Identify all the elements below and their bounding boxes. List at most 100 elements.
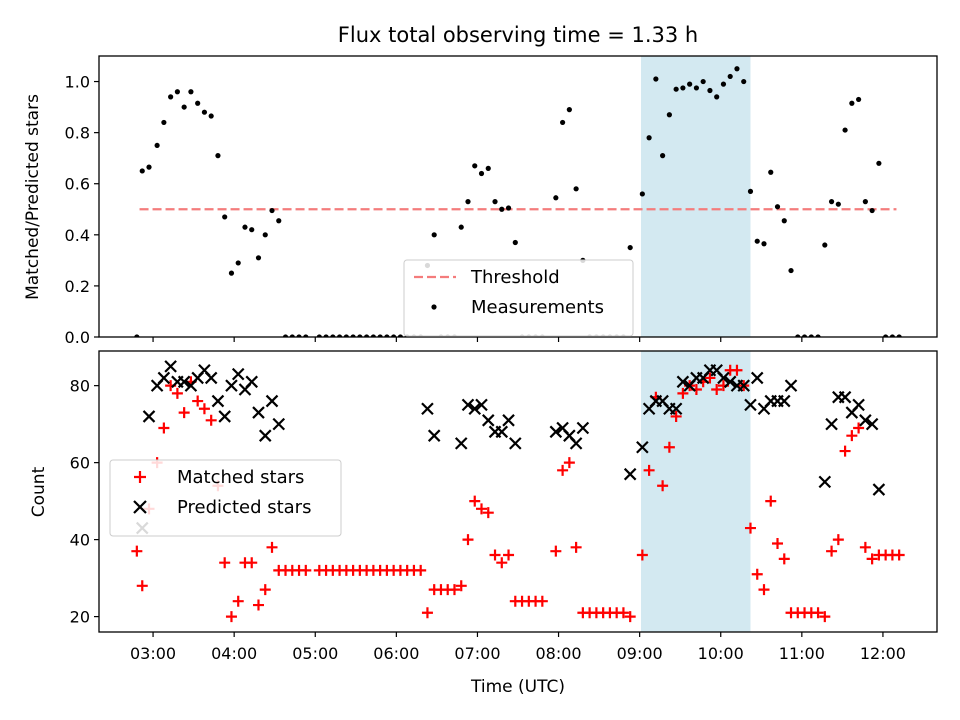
matched-stars-point [225,611,237,623]
measurement-point [700,78,706,85]
predicted-stars-point [177,375,191,389]
measurement-point [228,270,235,276]
y-axis-label-top: Matched/Predicted stars [23,94,43,300]
matched-stars-point [489,549,501,561]
x-axis-label: Time (UTC) [470,677,565,697]
matched-stars-point [246,557,258,569]
predicted-stars-point [509,437,522,450]
matched-stars-point [704,372,716,384]
measurement-point [154,142,160,149]
highlight-span [640,56,751,337]
measurement-point [646,135,652,141]
predicted-stars-point [468,402,482,416]
measurement-point [499,206,505,212]
measurement-point [761,241,767,247]
predicted-stars-point [265,394,279,408]
legend-label: Threshold [470,267,560,288]
predicted-stars-point [245,375,259,389]
x-tick-label: 11:00 [779,644,825,663]
matched-stars-point [421,607,433,619]
legend-label: Predicted stars [177,497,311,518]
matched-stars-point [853,422,865,434]
x-tick-label: 03:00 [130,644,176,663]
measurement-point [472,163,478,169]
matched-stars-point [232,595,244,607]
matched-stars-point [643,464,655,476]
predicted-stars-point [231,367,245,381]
legend-marker [431,304,437,310]
matched-stars-point [415,564,427,576]
measurement-point [842,127,848,133]
predicted-stars-point [852,398,865,412]
measurement-point [687,81,693,87]
x-tick-label: 12:00 [860,644,906,663]
count-panel: 20 40 60 80 03:00 04:00 05:00 06:00 07:00 08:00 09… [70,350,938,663]
measurement-point [774,204,781,210]
matched-stars-point [448,584,460,596]
measurement-point [168,94,174,100]
predicted-stars-point [777,394,791,408]
matched-stars-point [198,403,210,415]
matched-stars-point [617,607,629,619]
matched-stars-point [778,553,790,565]
measurement-point [693,85,700,91]
predicted-stars-point [669,402,683,416]
matched-stars-point [131,545,143,557]
predicted-stars-point [838,390,852,404]
measurement-point [573,186,579,192]
measurement-point [146,164,152,170]
predicted-stars-point [142,410,156,423]
x-tick-label: 08:00 [535,644,581,663]
predicted-stars-point [825,417,838,431]
measurement-point [714,94,720,100]
matched-stars-point [570,541,582,553]
y-tick-label: 0.6 [65,175,90,194]
matched-stars-point [482,507,494,519]
chart-title: Flux total observing time = 1.33 h [338,23,698,47]
predicted-stars-point [717,371,730,385]
y-tick-label: 0.4 [65,226,90,245]
matched-stars-point [259,584,271,596]
measurement-point [639,191,645,197]
measurement-point [788,267,794,274]
predicted-stars-point [211,394,225,408]
measurement-point [560,119,566,126]
matched-stars-point [557,464,569,476]
matched-stars-point [846,430,858,442]
legend: Threshold Measurements [403,259,634,337]
matched-stars-point [657,480,669,492]
predicted-stars-point [218,410,231,423]
y-tick-label: 40 [70,531,90,550]
matched-stars-point [178,407,190,419]
matched-stars-point [893,549,905,561]
measurement-point [249,227,255,233]
x-tick-label: 07:00 [454,644,500,663]
matched-stars-point [455,580,467,592]
x-tick-label: 06:00 [373,644,419,663]
measurement-point [201,109,208,115]
legend-box [109,459,342,537]
matched-stars-point [826,545,838,557]
predicted-stars-point [676,375,690,389]
measurement-point [465,199,471,205]
measurement-point [660,153,666,159]
matched-stars-point [758,584,770,596]
measurement-point [727,73,733,80]
matched-stars-point [563,457,575,469]
y-tick-label: 0.8 [65,124,90,143]
matched-stars-point [636,549,648,561]
matched-stars-point [252,599,264,611]
matched-stars-point [744,522,756,534]
predicted-stars-point [623,467,637,481]
predicted-stars-point [157,371,171,385]
matched-stars-point [536,595,548,607]
measurement-point [505,205,512,211]
predicted-stars-point [164,360,177,373]
measurement-point [781,218,787,224]
measurement-point [673,86,679,92]
matched-stars-point [300,564,312,576]
matched-stars-point [503,549,515,561]
predicted-stars-point [576,421,590,435]
predicted-stars-point [784,379,798,392]
